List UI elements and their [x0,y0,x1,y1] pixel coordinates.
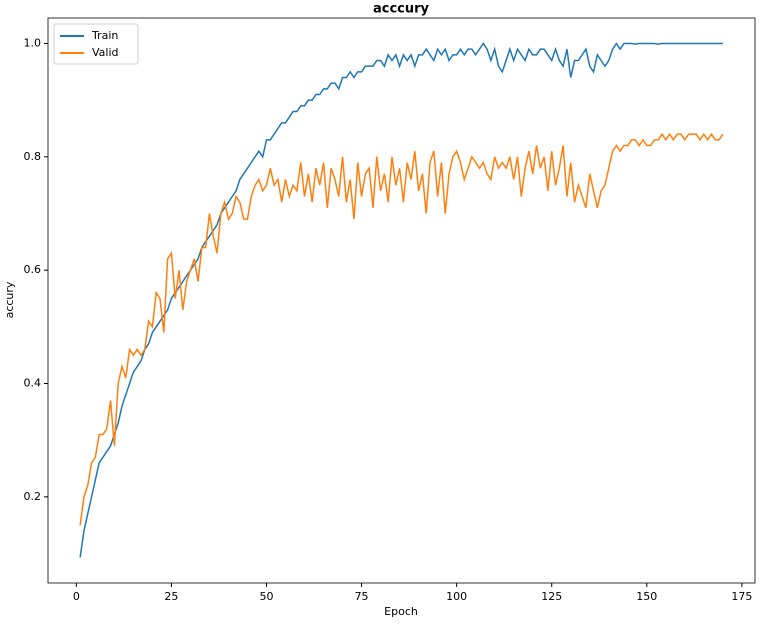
data-line [79,132,724,526]
x-tick-label: 150 [636,590,657,603]
x-tick-label: 50 [259,590,273,603]
x-tick-label: 75 [355,590,369,603]
y-axis-label: accury [3,281,16,318]
y-tick-label: 0.2 [24,490,42,503]
x-tick-label: 25 [164,590,178,603]
y-tick-label: 0.6 [24,263,42,276]
data-line [79,42,723,558]
x-tick-label: 0 [73,590,80,603]
x-tick-label: 125 [541,590,562,603]
legend-label: Train [91,29,118,42]
y-tick-label: 0.4 [24,377,42,390]
x-axis-label: Epoch [384,605,418,618]
plot-frame [47,17,756,584]
x-tick-label: 175 [731,590,752,603]
legend-label: Valid [92,46,119,59]
chart-title: acccury [373,2,430,17]
x-tick-label: 100 [446,590,467,603]
y-tick-label: 1.0 [24,37,42,50]
y-tick-label: 0.8 [24,150,42,163]
